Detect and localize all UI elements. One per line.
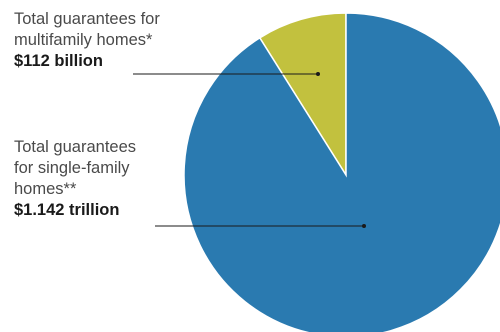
single-family-label: Total guarantees for single-family homes…: [14, 137, 136, 221]
leader-lines: [133, 72, 366, 228]
multifamily-label-line-2: multifamily homes*: [14, 31, 153, 49]
single-family-label-line-2: for single-family: [14, 159, 130, 177]
pie-slice-single-family: [183, 12, 500, 332]
single-family-label-line-1: Total guarantees: [14, 138, 137, 156]
single-family-label-line-3: homes**: [14, 180, 77, 198]
leader-dot-single-family: [362, 224, 366, 228]
pie-slices: [183, 12, 500, 332]
leader-dot-multifamily: [316, 72, 320, 76]
single-family-value-label: $1.142 trillion: [14, 201, 120, 219]
multifamily-label: Total guarantees for multifamily homes* …: [14, 9, 160, 72]
multifamily-label-line-1: Total guarantees for: [14, 10, 160, 28]
pie-slice-multifamily: [258, 12, 347, 178]
multifamily-value-label: $112 billion: [14, 52, 103, 70]
